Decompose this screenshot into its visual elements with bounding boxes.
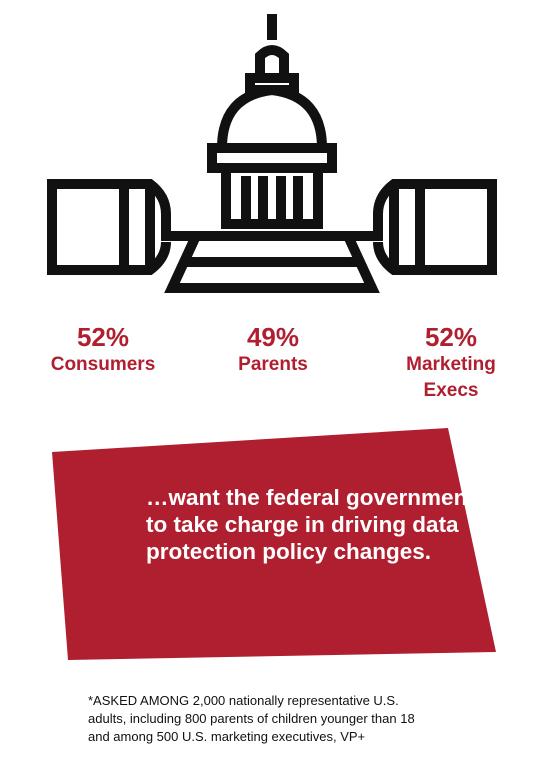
stat-marketing-execs-label: Marketing Execs <box>406 354 496 401</box>
stat-consumers: 52% Consumers <box>28 322 178 378</box>
capitol-building-icon <box>47 14 497 293</box>
stat-consumers-label: Consumers <box>50 354 156 375</box>
stat-parents-label: Parents <box>238 354 308 375</box>
stat-parents-percent: 49% <box>246 322 300 352</box>
stat-marketing-execs-percent: 52% <box>424 322 478 352</box>
footnote: *ASKED AMONG 2,000 nationally representa… <box>88 693 415 744</box>
stat-marketing-execs: 52% Marketing Execs <box>376 322 526 404</box>
stat-parents: 49% Parents <box>198 322 348 378</box>
stat-consumers-percent: 52% <box>76 322 130 352</box>
banner-text: …want the federal government to take cha… <box>146 485 475 564</box>
